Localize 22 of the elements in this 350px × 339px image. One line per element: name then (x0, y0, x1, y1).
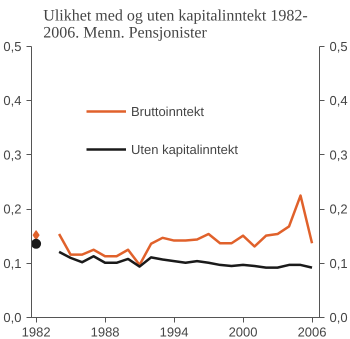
x-tick-label: 1982 (22, 324, 51, 339)
y-tick-label: 0,0 (3, 310, 22, 325)
chart-title: Ulikhet med og uten kapitalinntekt 1982-2006. Menn. Pensjonister (43, 8, 308, 42)
y2-tick-label: 0,0 (330, 310, 348, 325)
line-series (58, 250, 314, 269)
y-tick-label: 0,5 (3, 39, 22, 54)
x-tick-label: 1988 (90, 324, 120, 339)
y2-tick-label: 0,4 (330, 93, 348, 108)
x-tick-label: 2006 (298, 324, 326, 339)
y2-tick-label: 0,5 (330, 39, 348, 54)
x-tick-label: 1994 (160, 324, 189, 339)
y-tick-label: 0,4 (3, 93, 22, 108)
y2-tick-label: 0,1 (330, 256, 348, 271)
y-tick-label: 0,2 (3, 202, 22, 217)
y-tick-label: 0,1 (3, 256, 22, 271)
line-series (58, 194, 314, 266)
legend-label: Bruttoinntekt (131, 104, 204, 118)
x-tick-label: 2000 (228, 324, 258, 339)
y-tick-label: 0,3 (3, 147, 22, 162)
y2-tick-label: 0,3 (330, 147, 348, 162)
y2-tick-label: 0,2 (330, 202, 348, 217)
legend-label: Uten kapitalinntekt (131, 142, 238, 156)
